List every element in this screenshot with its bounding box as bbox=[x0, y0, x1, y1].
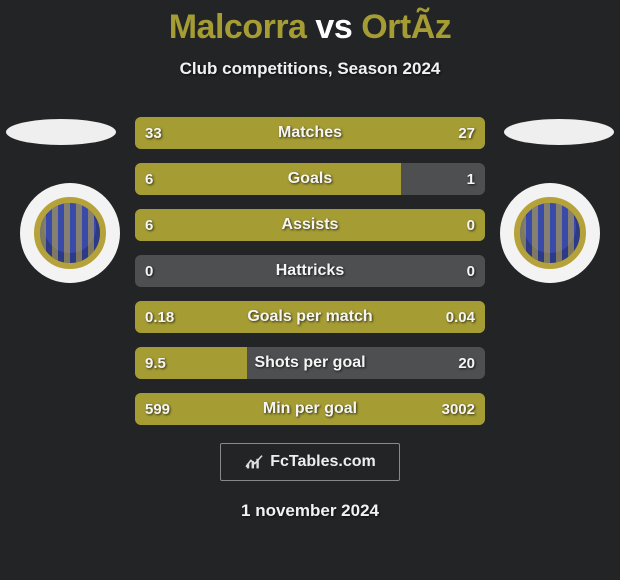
stat-label: Goals per match bbox=[135, 301, 485, 333]
stat-value-left: 6 bbox=[145, 209, 153, 241]
title-player-2: OrtÃ­z bbox=[361, 8, 451, 46]
stat-value-right: 20 bbox=[458, 347, 475, 379]
club-badge-right-stripes bbox=[520, 203, 580, 263]
stat-label: Matches bbox=[135, 117, 485, 149]
stat-value-left: 9.5 bbox=[145, 347, 166, 379]
club-badge-left-stripes bbox=[40, 203, 100, 263]
club-badge-left-inner bbox=[34, 197, 106, 269]
stat-value-left: 0.18 bbox=[145, 301, 174, 333]
comparison-panel: Matches3327Goals61Assists60Hattricks00Go… bbox=[0, 117, 620, 425]
stat-value-right: 0.04 bbox=[446, 301, 475, 333]
club-badge-left bbox=[20, 183, 120, 283]
stat-bars: Matches3327Goals61Assists60Hattricks00Go… bbox=[135, 117, 485, 425]
stat-label: Hattricks bbox=[135, 255, 485, 287]
stat-label: Shots per goal bbox=[135, 347, 485, 379]
stat-row: Goals6 1 bbox=[135, 163, 485, 195]
club-badge-right-inner bbox=[514, 197, 586, 269]
player-photo-placeholder-left bbox=[6, 119, 116, 145]
stat-value-left: 0 bbox=[145, 255, 153, 287]
stat-row: Min per goal599 3002 bbox=[135, 393, 485, 425]
stat-row: Matches33 27 bbox=[135, 117, 485, 149]
title-player-1: Malcorra bbox=[169, 8, 307, 46]
club-badge-right bbox=[500, 183, 600, 283]
stat-row: Hattricks0 0 bbox=[135, 255, 485, 287]
stat-row: Shots per goal9.5 20 bbox=[135, 347, 485, 379]
stat-value-right: 0 bbox=[467, 255, 475, 287]
stat-row: Assists6 0 bbox=[135, 209, 485, 241]
stat-label: Min per goal bbox=[135, 393, 485, 425]
date-label: 1 november 2024 bbox=[0, 501, 620, 521]
stat-label: Assists bbox=[135, 209, 485, 241]
stat-row: Goals per match0.18 0.04 bbox=[135, 301, 485, 333]
stat-value-left: 6 bbox=[145, 163, 153, 195]
stat-value-right: 1 bbox=[467, 163, 475, 195]
player-photo-placeholder-right bbox=[504, 119, 614, 145]
brand-text: FcTables.com bbox=[270, 453, 376, 471]
page-title: Malcorra vs OrtÃ­z bbox=[0, 0, 620, 47]
stat-value-left: 33 bbox=[145, 117, 162, 149]
stat-label: Goals bbox=[135, 163, 485, 195]
stat-value-left: 599 bbox=[145, 393, 170, 425]
brand-logo: FcTables.com bbox=[220, 443, 400, 481]
stat-value-right: 27 bbox=[458, 117, 475, 149]
subtitle: Club competitions, Season 2024 bbox=[0, 59, 620, 79]
stat-value-right: 3002 bbox=[442, 393, 475, 425]
stat-value-right: 0 bbox=[467, 209, 475, 241]
brand-chart-icon bbox=[244, 454, 264, 470]
title-vs: vs bbox=[306, 8, 361, 46]
